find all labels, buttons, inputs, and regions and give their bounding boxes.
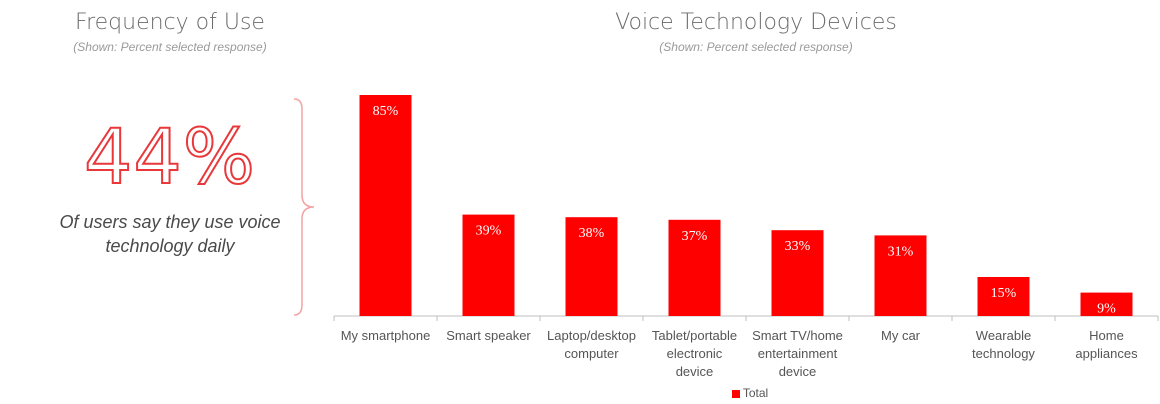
bar-value-label-4: 33% <box>785 239 811 254</box>
category-label-6: Wearable technology <box>972 328 1035 361</box>
chart-title: Voice Technology Devices <box>615 10 897 35</box>
category-label-line: My car <box>881 328 921 343</box>
bar-value-label-3: 37% <box>682 229 708 244</box>
bar-value-label-7: 9% <box>1097 302 1116 317</box>
bar-value-label-6: 15% <box>991 286 1017 301</box>
daily-use-caption-line-1: Of users say they use voice <box>59 212 281 232</box>
daily-use-stat: 44% <box>83 111 256 202</box>
bar-2 <box>565 217 618 316</box>
bar-7 <box>1080 292 1133 316</box>
bar-6 <box>977 277 1030 316</box>
bar-5 <box>874 235 927 316</box>
legend-swatch-total <box>731 389 740 398</box>
category-label-line: appliances <box>1075 346 1138 361</box>
category-label-7: Home appliances <box>1075 328 1138 361</box>
frequency-subtitle: (Shown: Percent selected response) <box>73 40 267 54</box>
daily-use-caption-line-2: technology daily <box>105 236 235 256</box>
category-label-line: Home <box>1089 328 1124 343</box>
category-label-line: device <box>779 364 817 379</box>
legend-label-total: Total <box>742 386 769 400</box>
category-label-5: My car <box>881 328 921 343</box>
category-label-line: technology <box>972 346 1035 361</box>
category-label-2: Laptop/desktop computer <box>547 328 636 361</box>
frequency-title: Frequency of Use <box>75 10 265 35</box>
category-label-line: My smartphone <box>341 328 431 343</box>
curly-brace-divider <box>293 98 315 316</box>
category-label-line: device <box>676 364 714 379</box>
bar-1 <box>462 214 515 316</box>
category-label-line: Smart TV/home <box>752 328 843 343</box>
category-label-line: Smart speaker <box>446 328 531 343</box>
category-label-line: entertainment <box>758 346 838 361</box>
category-label-0: My smartphone <box>341 328 431 343</box>
bar-0 <box>359 95 412 316</box>
daily-use-caption: Of users say they use voice technology d… <box>30 210 310 258</box>
bar-3 <box>668 219 721 316</box>
category-label-1: Smart speaker <box>446 328 531 343</box>
bar-value-label-1: 39% <box>476 224 502 239</box>
category-label-4: Smart TV/home entertainment device <box>752 328 843 379</box>
category-label-line: electronic <box>667 346 723 361</box>
bar-value-label-2: 38% <box>579 226 605 241</box>
chart-subtitle: (Shown: Percent selected response) <box>659 40 853 54</box>
chart-legend: Total <box>700 386 800 400</box>
category-label-line: Tablet/portable <box>652 328 737 343</box>
category-label-3: Tablet/portable electronic device <box>652 328 737 379</box>
category-label-line: computer <box>564 346 619 361</box>
category-label-line: Laptop/desktop <box>547 328 636 343</box>
bar-value-label-5: 31% <box>888 244 914 259</box>
bar-value-label-0: 85% <box>373 104 399 119</box>
category-label-line: Wearable <box>976 328 1031 343</box>
bar-4 <box>771 230 824 316</box>
